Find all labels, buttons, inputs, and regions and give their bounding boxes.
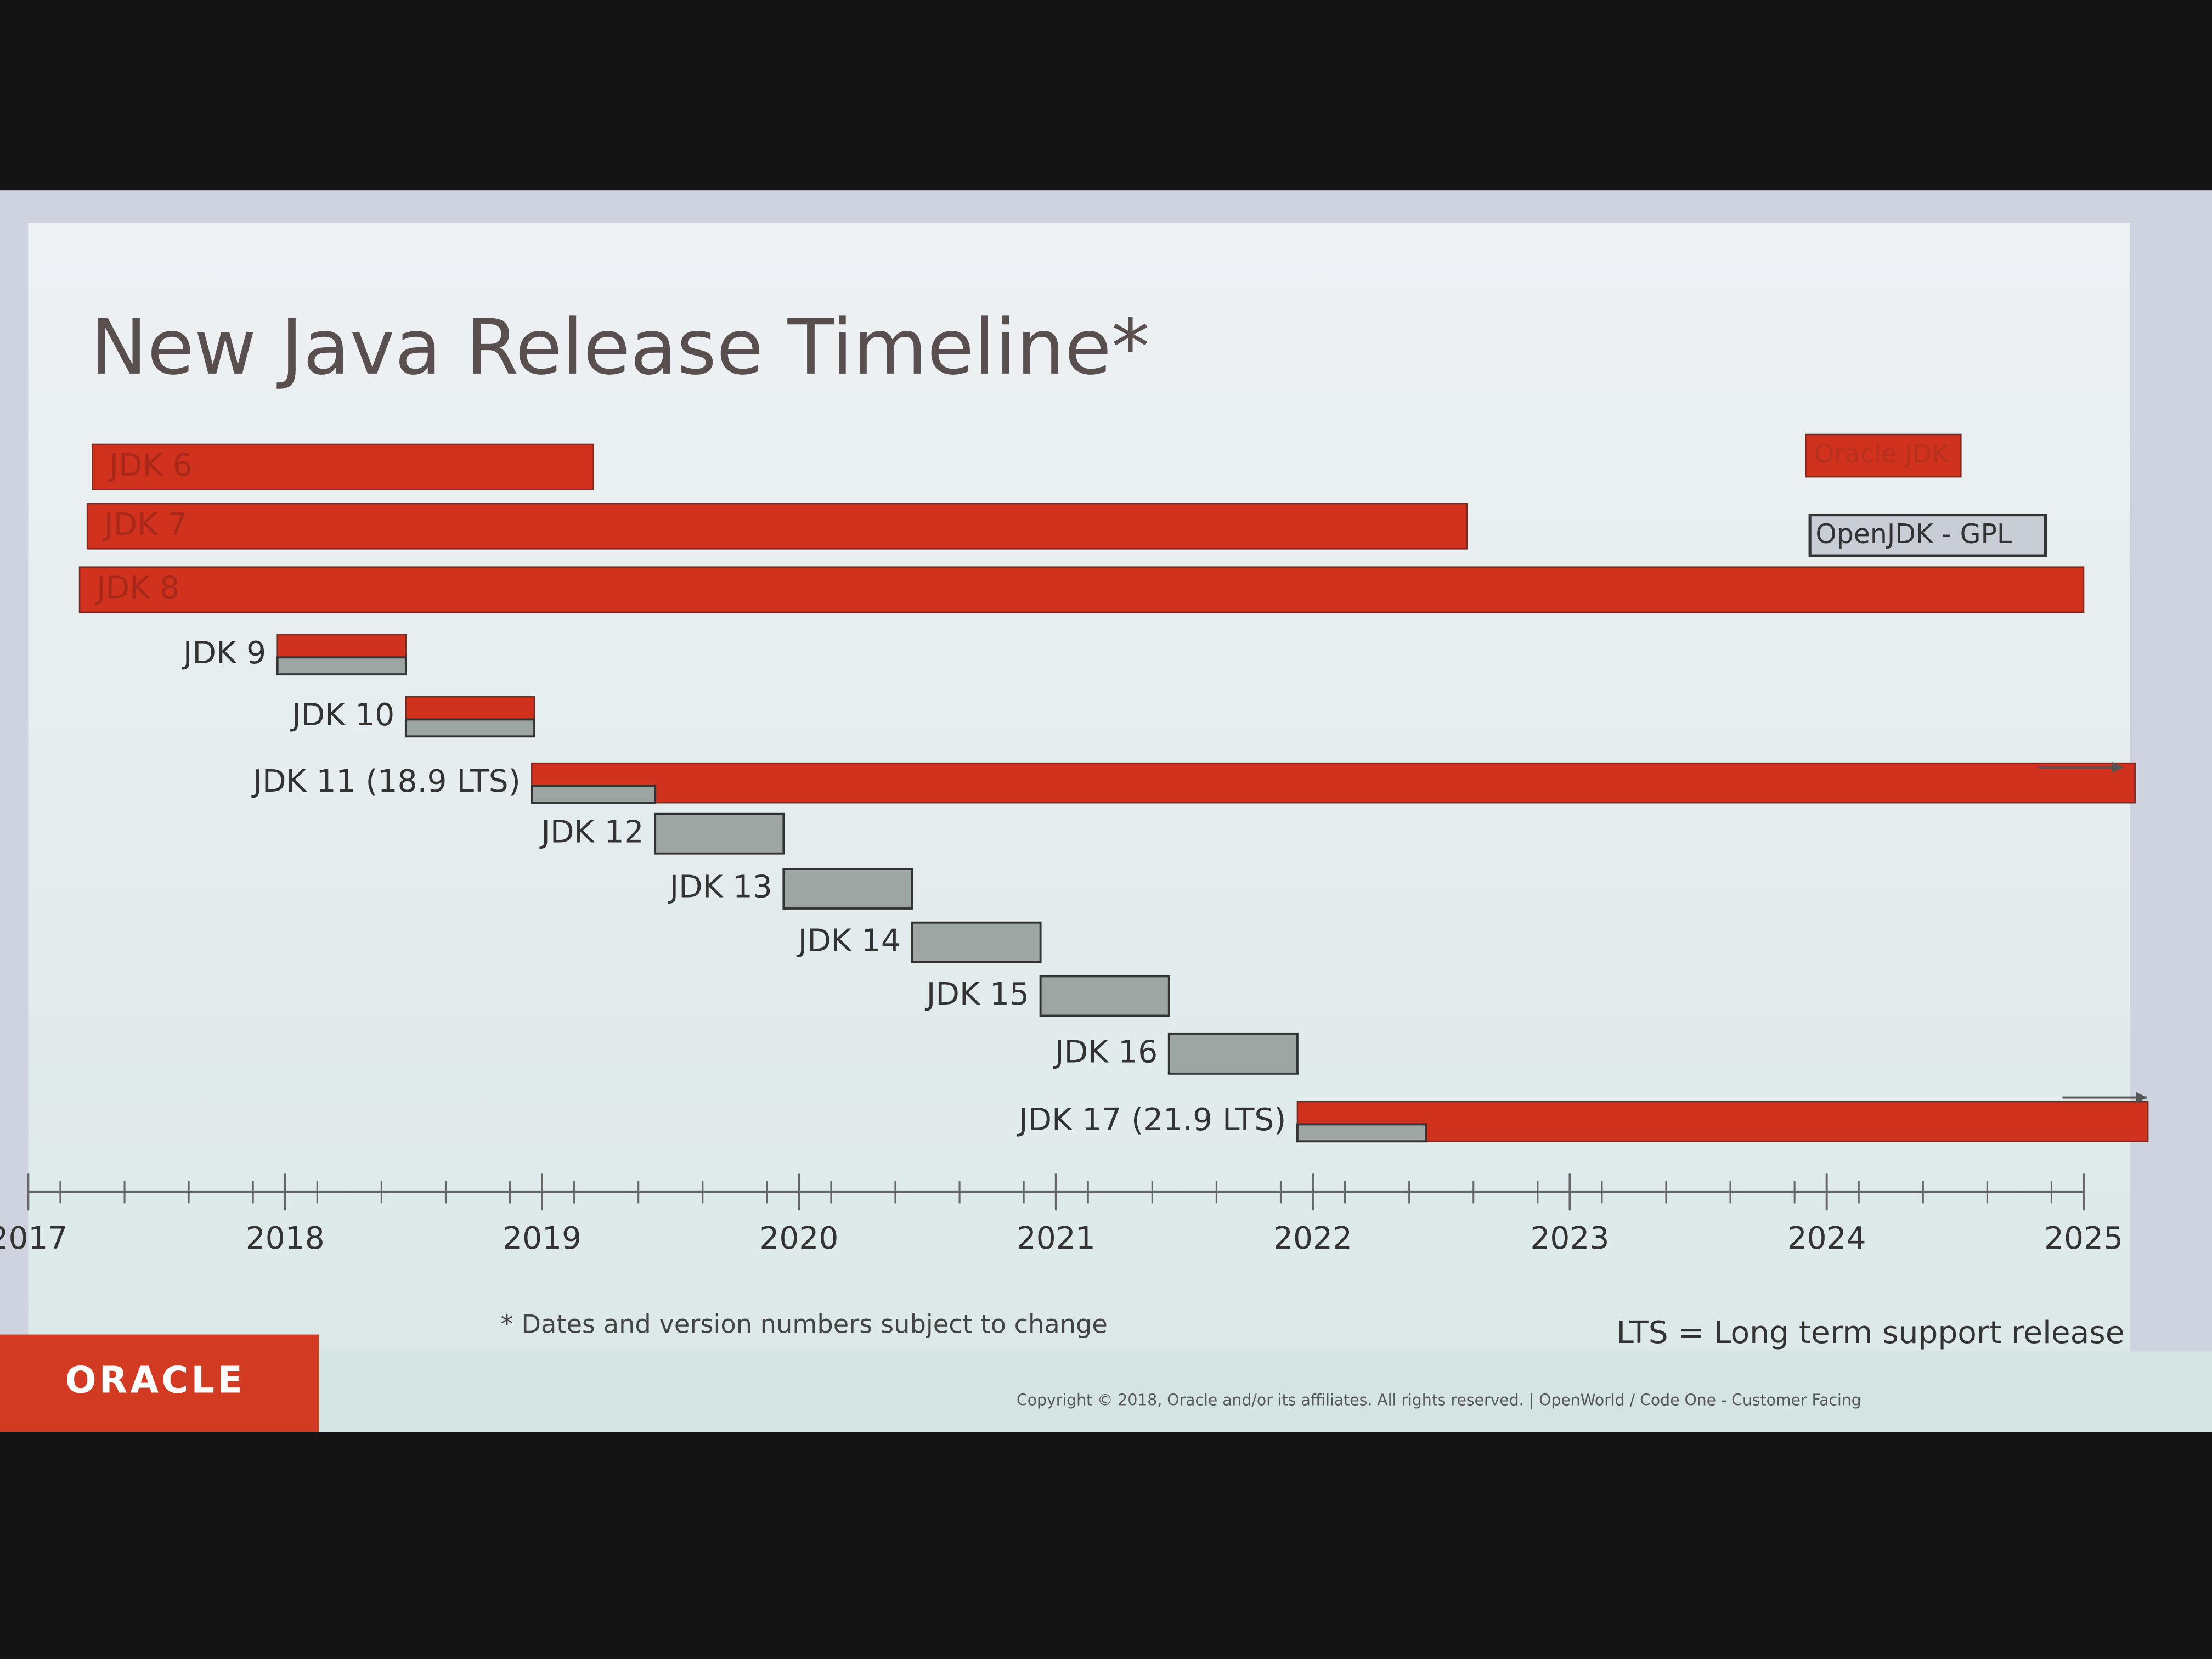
- x-tick-label: 2024: [1787, 1220, 1866, 1256]
- openjdk-bar: [654, 812, 785, 855]
- openjdk-bar: [1039, 975, 1170, 1017]
- openjdk-bar: [531, 785, 657, 804]
- arrow-head: [2112, 761, 2123, 774]
- category-label: JDK 11 (18.9 LTS): [251, 763, 521, 799]
- category-label: JDK 16: [1053, 1034, 1158, 1070]
- category-label: JDK 13: [668, 869, 772, 905]
- category-label: JDK 15: [925, 976, 1029, 1012]
- category-label: JDK 9: [182, 635, 266, 671]
- oracle-bar: [1296, 1101, 2149, 1142]
- oracle-bar: [92, 443, 595, 490]
- openjdk-bar: [911, 921, 1042, 963]
- openjdk-bar: [276, 656, 407, 676]
- legend-swatch: [1805, 433, 1962, 478]
- oracle-bar: [531, 762, 2136, 804]
- oracle-bar: [78, 566, 2085, 613]
- category-label: JDK 8: [95, 569, 179, 606]
- x-tick-label: 2018: [246, 1220, 325, 1256]
- openjdk-bar: [1296, 1123, 1427, 1143]
- footnote: * Dates and version numbers subject to c…: [501, 1310, 1108, 1339]
- arrow-head: [2136, 1092, 2147, 1103]
- x-tick-label: 2023: [1530, 1220, 1609, 1256]
- annotation: LTS = Long term support release: [1616, 1314, 2124, 1351]
- x-tick-label: 2020: [759, 1220, 838, 1256]
- openjdk-bar: [404, 718, 535, 738]
- chart-title: New Java Release Timeline*: [91, 303, 1150, 392]
- copyright: Copyright © 2018, Oracle and/or its affi…: [1017, 1391, 1861, 1409]
- x-tick-label: 2022: [1273, 1220, 1352, 1256]
- category-label: JDK 12: [539, 814, 644, 850]
- logo: ORACLE: [65, 1359, 245, 1402]
- legend-label: OpenJDK - GPL: [1815, 518, 2012, 550]
- x-tick-label: 2017: [0, 1220, 67, 1256]
- category-label: JDK 7: [103, 506, 187, 543]
- legend-label: Oracle JDK: [1814, 439, 1950, 469]
- category-label: JDK 10: [290, 697, 394, 733]
- x-tick-label: 2019: [503, 1220, 582, 1256]
- slide-footer: [0, 1351, 2212, 1432]
- oracle-bar: [86, 503, 1468, 550]
- x-tick-label: 2021: [1017, 1220, 1096, 1256]
- legend-swatch: [1808, 514, 2047, 557]
- x-tick-label: 2025: [2044, 1220, 2123, 1256]
- category-label: JDK 14: [797, 922, 901, 958]
- openjdk-bar: [1167, 1032, 1299, 1075]
- logo-box: [0, 1334, 319, 1432]
- category-label: JDK 17 (21.9 LTS): [1017, 1102, 1286, 1138]
- openjdk-bar: [782, 868, 913, 910]
- category-label: JDK 6: [108, 447, 192, 483]
